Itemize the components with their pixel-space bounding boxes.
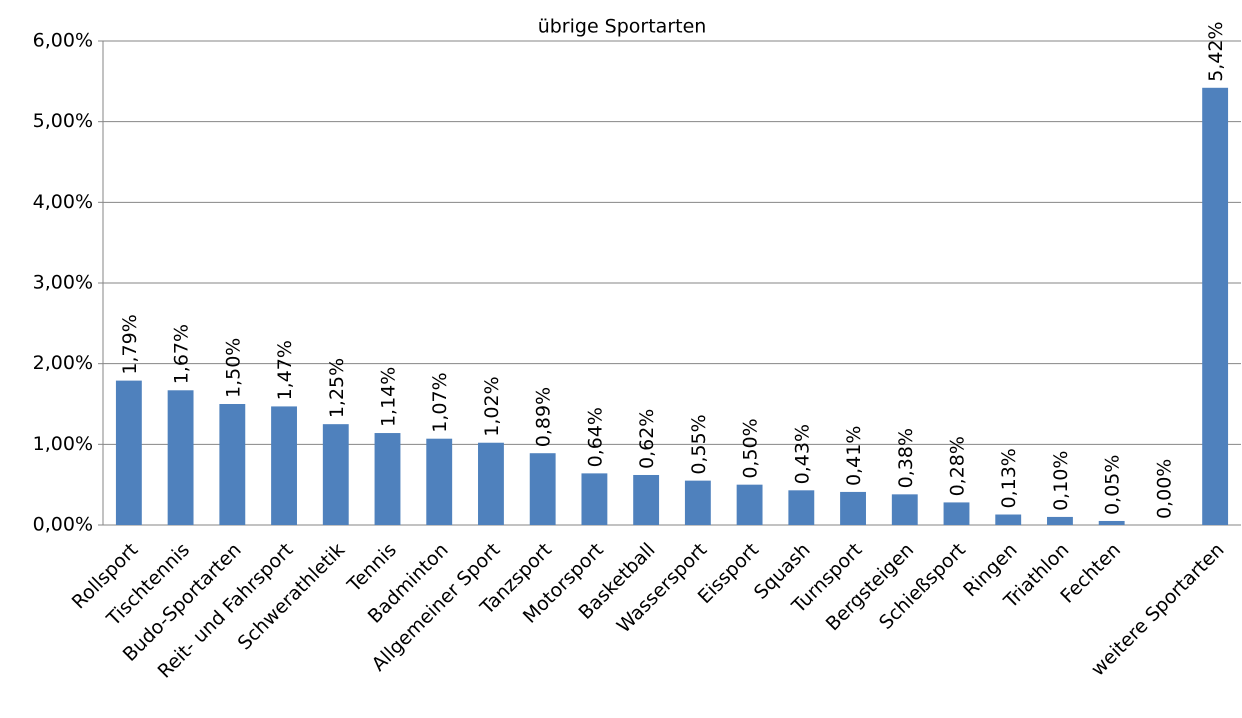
- value-label: 1,79%: [119, 314, 141, 374]
- value-label: 1,14%: [378, 367, 400, 427]
- value-label: 0,10%: [1050, 451, 1072, 511]
- value-label: 0,43%: [791, 424, 813, 484]
- bar: [219, 404, 246, 525]
- bar: [167, 390, 194, 525]
- bar: [840, 491, 866, 525]
- value-label: 1,67%: [171, 324, 193, 384]
- bar: [788, 490, 815, 525]
- value-label: 1,25%: [326, 358, 348, 418]
- value-label: 1,02%: [481, 376, 503, 436]
- bar: [322, 424, 349, 525]
- bar: [633, 474, 660, 525]
- bar: [995, 514, 1022, 525]
- bar: [1202, 87, 1229, 525]
- x-tick-label: Wassersport: [613, 539, 712, 638]
- value-label: 1,50%: [222, 338, 244, 398]
- value-label: 0,89%: [533, 387, 555, 447]
- bar: [529, 453, 556, 525]
- value-label: 0,05%: [1102, 455, 1124, 515]
- value-label: 0,13%: [998, 448, 1020, 508]
- y-tick-label: 0,00%: [33, 514, 93, 536]
- bar: [478, 442, 504, 525]
- bar: [891, 494, 918, 525]
- value-label: 0,55%: [688, 414, 710, 474]
- bar: [684, 480, 711, 525]
- value-label: 1,47%: [274, 340, 296, 400]
- value-label: 0,62%: [636, 409, 658, 469]
- value-label: 0,64%: [584, 407, 606, 467]
- bar: [1047, 516, 1073, 525]
- value-label: 0,41%: [843, 426, 865, 486]
- chart-title: übrige Sportarten: [538, 16, 707, 38]
- y-tick-label: 2,00%: [33, 352, 93, 374]
- value-label: 0,38%: [895, 428, 917, 488]
- bar: [736, 484, 763, 525]
- y-tick-label: 5,00%: [33, 110, 93, 132]
- bar: [1098, 520, 1125, 525]
- value-label: 0,00%: [1153, 459, 1175, 519]
- bar: [581, 473, 608, 525]
- y-tick-label: 6,00%: [33, 30, 93, 52]
- y-tick-label: 1,00%: [33, 433, 93, 455]
- y-tick-label: 3,00%: [33, 272, 93, 294]
- value-label: 1,07%: [429, 372, 451, 432]
- bar: [374, 433, 401, 525]
- bar: [426, 438, 453, 525]
- y-tick-label: 4,00%: [33, 191, 93, 213]
- bar: [271, 406, 297, 525]
- value-label: 0,50%: [740, 418, 762, 478]
- value-label: 0,28%: [947, 436, 969, 496]
- bar: [943, 502, 970, 525]
- bar: [115, 380, 142, 525]
- value-label: 5,42%: [1205, 21, 1227, 81]
